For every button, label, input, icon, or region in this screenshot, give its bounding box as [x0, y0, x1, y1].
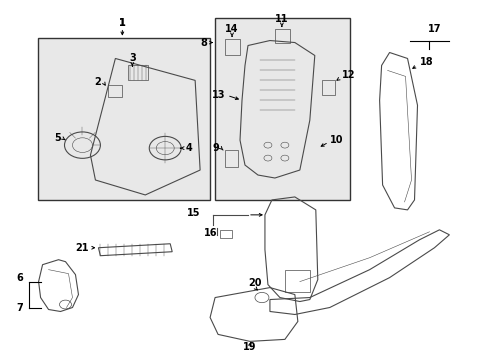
Text: 4: 4 — [185, 143, 191, 153]
Text: 21: 21 — [75, 243, 88, 253]
Text: 3: 3 — [129, 54, 135, 63]
Text: 15: 15 — [186, 208, 200, 218]
Text: 20: 20 — [248, 278, 261, 288]
Text: 2: 2 — [95, 77, 101, 87]
Text: 7: 7 — [16, 302, 22, 312]
Text: 14: 14 — [225, 24, 238, 33]
Bar — [38, 37, 210, 200]
Text: 13: 13 — [211, 90, 224, 100]
Text: 5: 5 — [54, 133, 61, 143]
Text: 19: 19 — [243, 342, 256, 352]
Bar — [285, 270, 309, 292]
Text: 1: 1 — [119, 18, 125, 28]
Text: 16: 16 — [203, 228, 217, 238]
Text: 10: 10 — [329, 135, 343, 145]
Text: 18: 18 — [419, 58, 432, 67]
Text: 8: 8 — [200, 37, 207, 48]
Text: 12: 12 — [341, 71, 354, 80]
Text: 9: 9 — [212, 143, 219, 153]
Bar — [215, 18, 349, 200]
Text: 11: 11 — [275, 14, 288, 24]
Text: 6: 6 — [16, 273, 22, 283]
Text: 17: 17 — [427, 24, 440, 33]
Text: 1: 1 — [119, 18, 125, 28]
